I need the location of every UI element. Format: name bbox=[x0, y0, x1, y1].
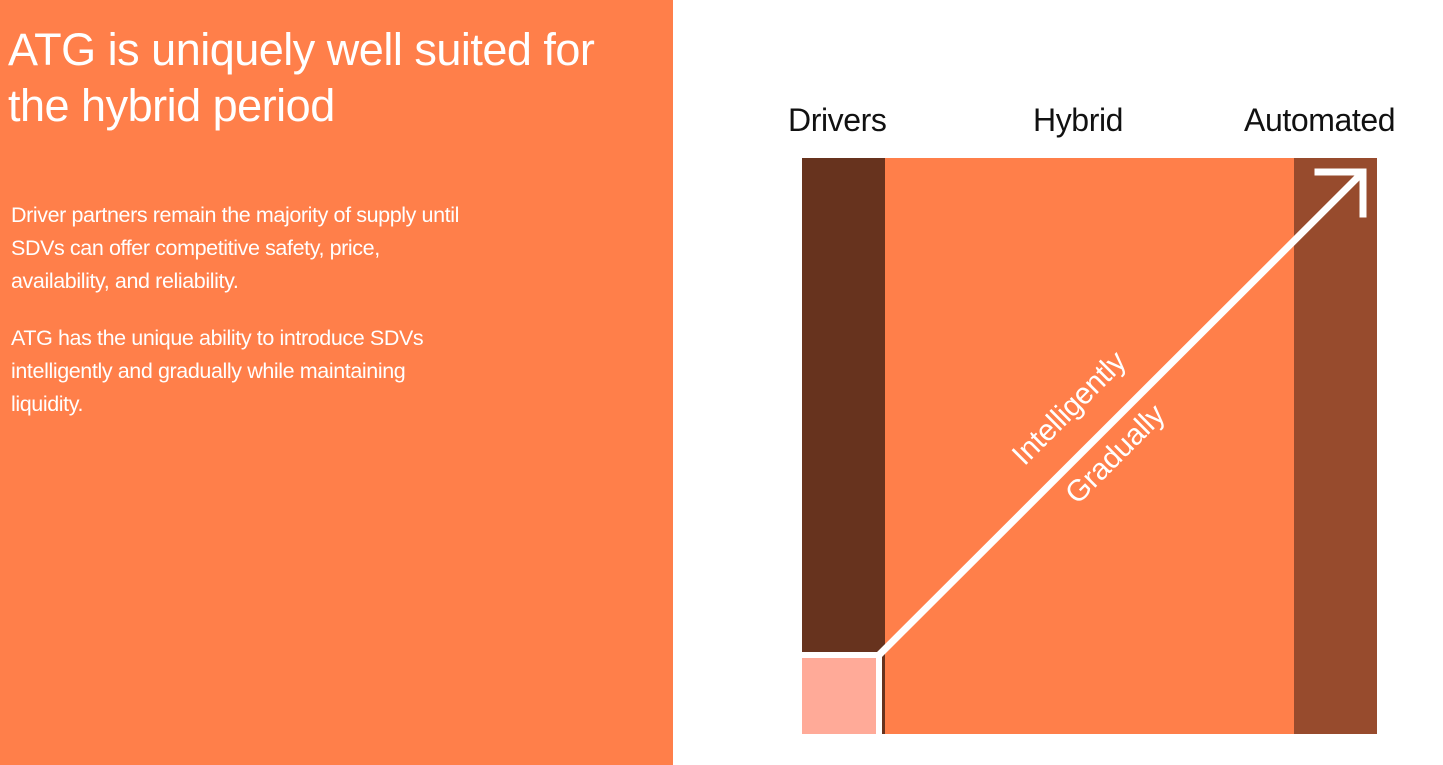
paragraph-atg-ability: ATG has the unique ability to introduce … bbox=[11, 326, 424, 416]
column-label-automated: Automated bbox=[1244, 102, 1396, 138]
column-label-hybrid: Hybrid bbox=[1033, 102, 1124, 138]
paragraph-supply: Driver partners remain the majority of s… bbox=[11, 203, 460, 293]
arrow-shaft bbox=[874, 172, 1363, 660]
drivers-bar bbox=[802, 158, 885, 734]
automated-bar bbox=[1294, 158, 1377, 734]
arrow-head-icon bbox=[1314, 168, 1367, 218]
slide-title: ATG is uniquely well suited for the hybr… bbox=[8, 24, 595, 131]
column-label-drivers: Drivers bbox=[788, 102, 887, 138]
left-panel: ATG is uniquely well suited for the hybr… bbox=[0, 0, 673, 765]
start-square bbox=[802, 658, 876, 734]
